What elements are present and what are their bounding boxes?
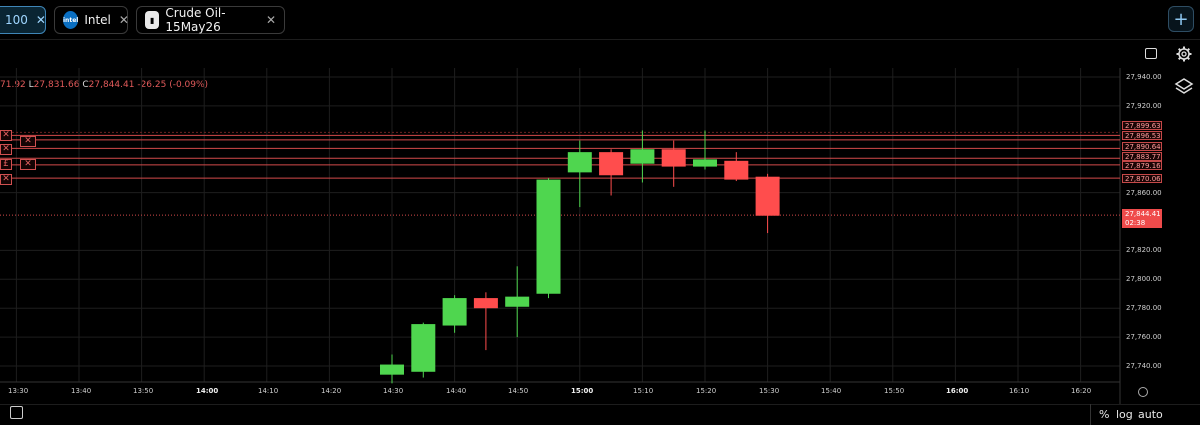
time-axis-label: 13:30	[8, 387, 29, 395]
candle-body	[380, 364, 404, 375]
candle-body	[599, 152, 624, 176]
candle-body	[411, 324, 436, 372]
candle-body	[755, 176, 780, 216]
gear-icon[interactable]	[1176, 46, 1192, 62]
time-axis-label: 14:50	[508, 387, 529, 395]
price-axis-label: 27,780.00	[1126, 304, 1162, 312]
ohlc-low-label: L	[28, 80, 34, 90]
price-axis-label: 27,820.00	[1126, 246, 1162, 254]
tab-intel[interactable]: intel Intel ✕	[54, 6, 129, 34]
reset-scale-icon[interactable]	[1138, 387, 1148, 397]
price-axis-label: 27,940.00	[1126, 73, 1162, 81]
fullscreen-icon[interactable]	[1145, 48, 1157, 59]
order-cancel-marker[interactable]: ✕	[0, 174, 12, 185]
ohlc-high-value: 71.92	[0, 80, 26, 90]
candle-body	[567, 152, 592, 173]
candle-body	[724, 160, 749, 180]
intel-logo-icon: intel	[63, 11, 79, 29]
crude-oil-icon: ▮	[145, 11, 160, 29]
time-axis-label: 15:50	[884, 387, 905, 395]
bottom-toolbar	[0, 404, 1200, 425]
tab-crude-oil[interactable]: ▮ Crude Oil-15May26 ✕	[136, 6, 285, 34]
candle-body	[505, 296, 530, 307]
tab-label: 100	[5, 13, 28, 27]
order-cancel-marker[interactable]: ✕	[20, 159, 36, 170]
log-scale-toggle[interactable]: log	[1116, 408, 1133, 421]
percent-scale-toggle[interactable]: %	[1099, 408, 1110, 421]
time-axis-label: 16:20	[1071, 387, 1092, 395]
time-axis-label: 15:10	[633, 387, 654, 395]
price-axis-label: 27,860.00	[1126, 189, 1162, 197]
time-axis-label: 14:30	[383, 387, 404, 395]
order-cancel-marker[interactable]: ✕	[0, 144, 12, 155]
tab-nasdaq-100[interactable]: 100 ✕	[0, 6, 46, 34]
time-axis-label: 14:10	[258, 387, 279, 395]
candle-body	[630, 149, 655, 164]
time-axis-label: 13:50	[133, 387, 154, 395]
order-cancel-marker[interactable]: ✕	[20, 136, 36, 147]
time-axis-label: 15:40	[821, 387, 842, 395]
layers-icon[interactable]	[1174, 77, 1194, 97]
order-level-tag[interactable]: 27,883.77	[1122, 152, 1162, 161]
time-axis-label: 15:20	[696, 387, 717, 395]
close-icon[interactable]: ✕	[118, 13, 129, 27]
time-axis-label: 15:30	[759, 387, 780, 395]
order-level-tag[interactable]: 27,899.63	[1122, 121, 1162, 130]
candle-body	[693, 159, 717, 167]
time-axis-label: 13:40	[71, 387, 92, 395]
time-axis-label: 16:00	[946, 387, 969, 395]
tab-bar: 100 ✕ intel Intel ✕ ▮ Crude Oil-15May26 …	[0, 0, 1200, 40]
ohlc-change: -26.25 (-0.09%)	[137, 80, 209, 90]
price-axis-label: 27,760.00	[1126, 333, 1162, 341]
time-axis-label: 16:10	[1009, 387, 1030, 395]
divider	[1090, 404, 1091, 425]
order-level-tag[interactable]: 27,896.53	[1122, 131, 1162, 140]
tab-label: Crude Oil-15May26	[165, 6, 226, 34]
time-axis-label: 14:40	[446, 387, 467, 395]
auto-scale-toggle[interactable]: auto	[1138, 408, 1163, 421]
candle-body	[661, 149, 686, 167]
candle-body	[473, 298, 498, 309]
order-cancel-marker[interactable]: ✕	[0, 130, 12, 141]
time-axis-label: 14:00	[196, 387, 219, 395]
candle-body	[536, 179, 561, 294]
last-price-tag: 27,844.41 02:38	[1122, 209, 1162, 228]
ohlc-close-value: 27,844.41	[88, 80, 135, 90]
tab-label: Intel	[84, 13, 111, 27]
ohlc-close-label: C	[82, 80, 89, 90]
last-price-value: 27,844.41	[1125, 210, 1161, 218]
price-axis-label: 27,920.00	[1126, 102, 1162, 110]
ohlc-legend: 71.92 L27,831.66 C27,844.41 -26.25 (-0.0…	[0, 80, 208, 90]
order-level-tag[interactable]: 27,870.06	[1122, 174, 1162, 183]
new-tab-button[interactable]: +	[1168, 6, 1194, 32]
price-axis-label: 27,800.00	[1126, 275, 1162, 283]
price-axis-label: 27,740.00	[1126, 362, 1162, 370]
order-level-tag[interactable]: 27,890.64	[1122, 142, 1162, 151]
ohlc-low-value: 27,831.66	[33, 80, 80, 90]
close-icon[interactable]: ✕	[265, 13, 276, 27]
time-axis-label: 14:20	[321, 387, 342, 395]
bar-countdown: 02:38	[1125, 219, 1146, 227]
calendar-icon[interactable]	[10, 406, 23, 419]
order-cancel-marker[interactable]: £	[0, 159, 12, 170]
order-level-tag[interactable]: 27,879.16	[1122, 161, 1162, 170]
close-icon[interactable]: ✕	[35, 13, 46, 27]
time-axis-label: 15:00	[571, 387, 594, 395]
candle-body	[442, 298, 467, 326]
